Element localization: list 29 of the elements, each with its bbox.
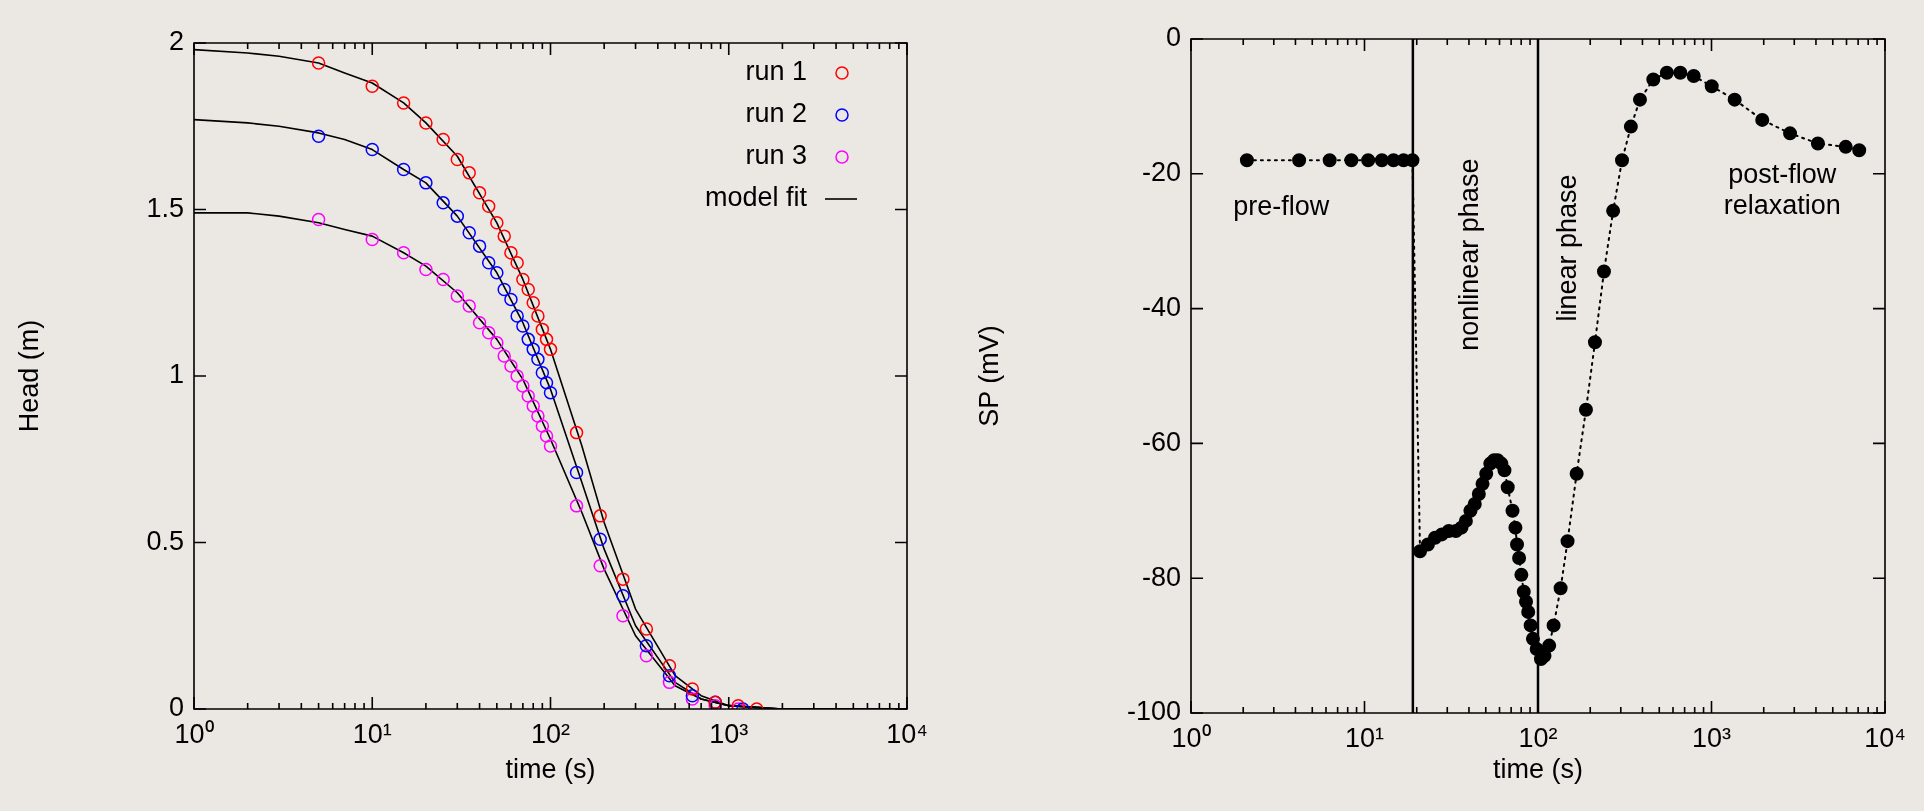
y-tick-label: 0.5: [146, 525, 184, 556]
x-tick-label: 10⁴: [886, 718, 928, 749]
y-axis-title: SP (mV): [973, 325, 1004, 427]
legend-label: run 1: [745, 56, 807, 87]
y-tick-label: -20: [1141, 157, 1181, 188]
x-tick-label: 10²: [1518, 722, 1558, 753]
legend-label: run 3: [745, 140, 807, 171]
y-tick-label: -80: [1141, 561, 1181, 592]
x-tick-label: 10²: [530, 718, 571, 749]
y-tick-label: 2: [168, 26, 184, 57]
y-tick-label: 1.5: [146, 192, 184, 223]
x-axis-title: time (s): [1493, 754, 1583, 785]
x-tick-label: 10³: [1691, 722, 1732, 753]
y-tick-label: 1: [168, 359, 184, 390]
annotation: pre-flow: [1233, 190, 1330, 221]
y-tick-label: -40: [1141, 292, 1181, 323]
x-tick-label: 10³: [709, 718, 749, 749]
x-tick-label: 10⁴: [1864, 722, 1906, 753]
y-tick-label: 0: [1165, 22, 1181, 53]
legend-label: model fit: [704, 182, 808, 213]
y-tick-label: -60: [1141, 426, 1181, 457]
legend-label: run 2: [745, 98, 807, 129]
annotation: linear phase: [1551, 174, 1582, 322]
x-tick-label: 10¹: [352, 718, 392, 749]
x-axis-title: time (s): [505, 754, 596, 785]
annotation: nonlinear phase: [1454, 158, 1485, 351]
x-tick-label: 10¹: [1344, 722, 1385, 753]
y-axis-title: Head (m): [13, 319, 44, 433]
annotation: post-flow relaxation: [1723, 158, 1841, 220]
